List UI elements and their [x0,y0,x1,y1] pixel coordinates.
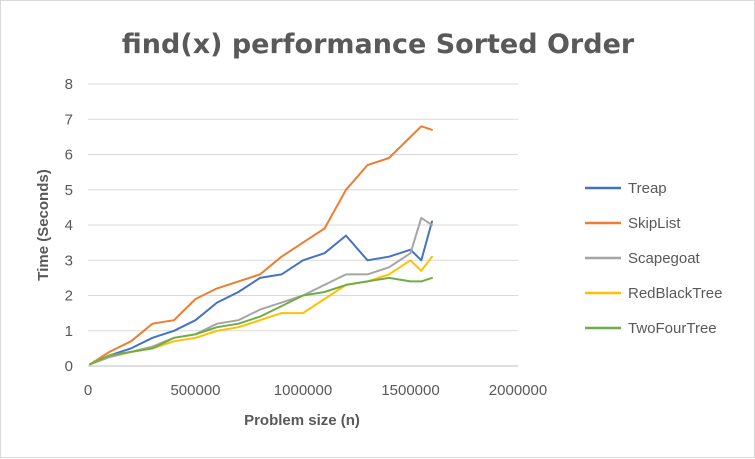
y-tick-label: 4 [65,217,73,234]
x-tick-label: 0 [84,382,92,399]
y-tick-label: 3 [65,252,73,269]
x-axis-title: Problem size (n) [244,412,360,429]
x-tick-label: 1000000 [274,382,332,399]
y-tick-label: 1 [65,323,73,340]
legend: Treap SkipList Scapegoat RedBlackTree TwoFou… [585,180,722,337]
series-lines [89,125,433,366]
y-tick-label: 6 [65,147,73,164]
legend-label-twofourtree: TwoFourTree [628,320,717,337]
x-tick-label: 500000 [170,382,220,399]
y-axis-title: Time (Seconds) [35,169,52,280]
y-tick-label: 5 [65,182,73,199]
axes: 0 1 2 3 4 5 6 7 8 0 500000 1000000 1500000 2000000 [65,76,548,399]
x-tick-label: 1500000 [381,382,439,399]
series-line-twofourtree [89,276,433,366]
gridlines [88,83,518,367]
y-tick-label: 0 [65,358,73,375]
x-tick-label: 2000000 [489,382,547,399]
legend-label-skiplist: SkipList [628,215,681,232]
legend-label-treap: Treap [628,180,667,197]
series-line-treap [89,220,433,366]
series-line-scapegoat [89,216,433,366]
y-tick-label: 2 [65,288,73,305]
y-tick-label: 8 [65,76,73,93]
chart-title: find(x) performance Sorted Order [122,29,635,60]
y-tick-label: 7 [65,111,73,128]
series-line-skiplist [89,125,433,366]
legend-label-scapegoat: Scapegoat [628,250,701,267]
legend-label-redblacktree: RedBlackTree [628,285,722,302]
